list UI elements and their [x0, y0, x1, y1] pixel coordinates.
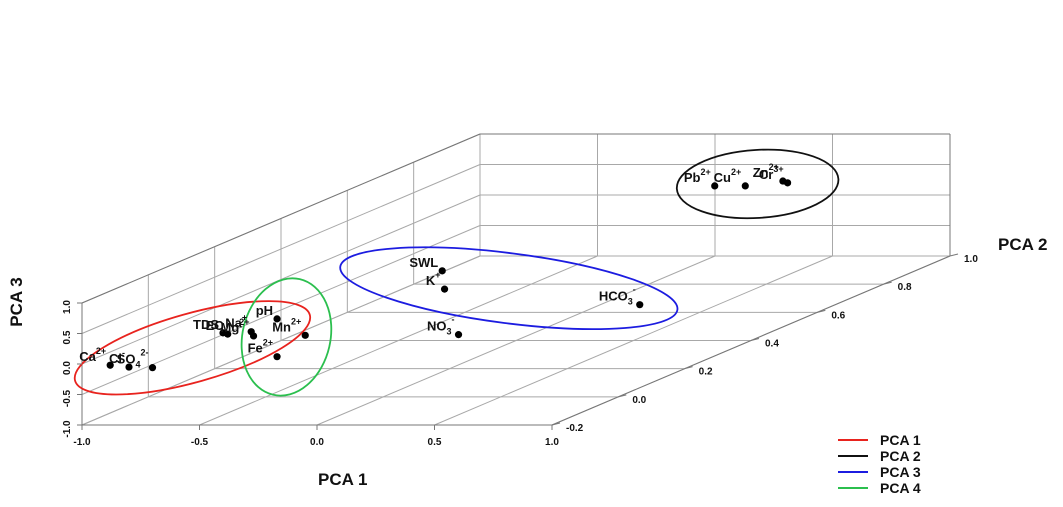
point-marker — [741, 182, 749, 190]
point-cu: Cu2+ — [714, 167, 749, 190]
point-marker — [224, 330, 232, 338]
axes-box — [81, 133, 951, 426]
y-tick-mark — [949, 253, 959, 257]
point-label: NO3- — [427, 315, 455, 337]
z-axis-title: PCA 3 — [7, 277, 26, 326]
z-tick-label: 0.5 — [62, 330, 73, 344]
point-zn: Zn2+ — [753, 162, 787, 185]
legend-label: PCA 2 — [880, 448, 921, 464]
z-tick-label: 0.0 — [62, 361, 73, 375]
point-label: Zn2+ — [753, 162, 779, 180]
point-label: TDS — [193, 317, 219, 332]
y-tick-mark — [883, 281, 892, 285]
top-left-edge — [81, 133, 481, 304]
y-tick-label: 0.6 — [831, 310, 845, 321]
y-tick-label: 0.0 — [632, 395, 646, 406]
point-label: Mn2+ — [272, 316, 301, 334]
back-wall-grid — [81, 133, 951, 426]
x-tick-label: -1.0 — [73, 437, 91, 448]
point-fe: Fe2+ — [248, 338, 281, 361]
y-tick-label: 0.4 — [765, 339, 779, 350]
x-tick-label: 1.0 — [545, 437, 559, 448]
y-tick-mark — [750, 338, 760, 341]
ellipse-pca-3 — [339, 246, 679, 330]
legend-item-pca-2: PCA 2 — [838, 448, 921, 464]
point-marker — [273, 315, 281, 323]
point-mg: Mg2+ — [221, 317, 258, 340]
legend-label: PCA 1 — [880, 432, 921, 448]
point-marker — [148, 364, 157, 372]
point-label: Cr3+ — [759, 164, 784, 182]
point-k: K+ — [426, 270, 449, 293]
point-pb: Pb2+ — [684, 167, 719, 190]
point-label: K+ — [426, 270, 441, 288]
point-label: Cl- — [109, 348, 125, 366]
point-label: SO42- — [117, 348, 149, 370]
point-marker — [440, 285, 449, 293]
point-swl: SWL — [409, 255, 446, 275]
point-marker — [249, 332, 258, 340]
legend-label: PCA 3 — [880, 464, 921, 480]
point-label: Na+ — [225, 313, 247, 331]
point-marker — [273, 353, 281, 361]
ellipse-pca-4 — [240, 277, 333, 397]
legend-item-pca-1: PCA 1 — [838, 432, 921, 448]
x-tick-label: 0.5 — [428, 437, 442, 448]
left-grid-hline — [81, 225, 481, 395]
z-tick-label: -0.5 — [62, 389, 73, 407]
point-marker — [454, 331, 463, 339]
point-label: Fe2+ — [248, 338, 273, 356]
point-label: Mg2+ — [221, 317, 250, 335]
point-marker — [438, 267, 446, 275]
point-cl: Cl- — [109, 348, 133, 371]
legend-item-pca-4: PCA 4 — [838, 480, 921, 496]
y-tick-label: -0.2 — [566, 423, 584, 434]
z-tick-label: -1.0 — [62, 420, 73, 438]
x-tick-label: -0.5 — [191, 437, 209, 448]
point-hco3: HCO3- — [599, 285, 644, 309]
point-marker — [125, 363, 133, 371]
point-label: EC — [206, 318, 225, 333]
left-grid-hline — [81, 164, 481, 334]
point-ph: pH — [256, 303, 281, 323]
point-ca: Ca2+ — [79, 346, 114, 369]
point-marker — [301, 331, 309, 339]
x-tick-label: 0.0 — [310, 437, 324, 448]
legend-item-pca-3: PCA 3 — [838, 464, 921, 480]
point-marker — [711, 182, 719, 190]
point-marker — [106, 361, 114, 369]
y-tick-label: 0.2 — [699, 367, 713, 378]
y-tick-label: 1.0 — [964, 254, 978, 265]
ellipse-pca-1 — [73, 300, 312, 396]
point-ec: EC — [206, 318, 232, 338]
point-label: Ca2+ — [79, 346, 106, 364]
point-label: pH — [256, 303, 273, 318]
point-label: SWL — [409, 255, 438, 270]
x-axis-title: PCA 1 — [318, 470, 367, 489]
legend-label: PCA 4 — [880, 480, 921, 496]
y-axis-title: PCA 2 — [998, 235, 1047, 254]
y-tick-mark — [551, 422, 561, 426]
floor-grid — [81, 255, 951, 426]
point-marker — [636, 301, 644, 309]
y-tick-mark — [618, 394, 627, 398]
y-tick-mark — [684, 366, 693, 370]
point-so4: SO42- — [117, 348, 157, 372]
point-label: HCO3- — [599, 285, 636, 307]
point-marker — [783, 179, 792, 187]
point-cr: Cr3+ — [759, 164, 792, 187]
y-tick-mark — [817, 309, 826, 313]
group-ellipses — [73, 148, 840, 397]
y-tick-label: 0.8 — [898, 282, 912, 293]
point-mn: Mn2+ — [272, 316, 309, 339]
tick-labels: -1.0 -0.5 0.0 0.5 1.0 -1.0 -0.5 0.0 0.5 1.0 -0.2 0.… — [62, 253, 978, 448]
ellipse-pca-2 — [675, 148, 840, 220]
point-label: Pb2+ — [684, 167, 711, 185]
z-tick-label: 1.0 — [62, 300, 73, 314]
point-label: Cu2+ — [714, 167, 742, 185]
point-no3: NO3- — [427, 315, 463, 339]
